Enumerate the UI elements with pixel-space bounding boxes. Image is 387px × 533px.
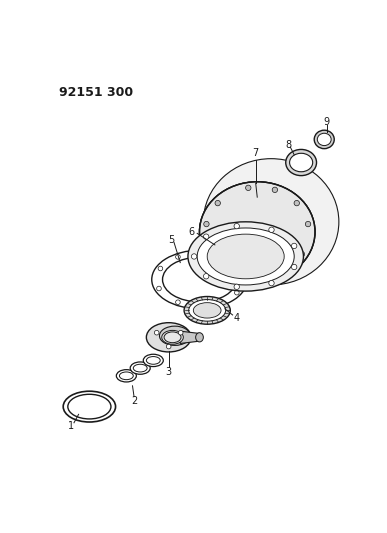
Circle shape bbox=[255, 274, 260, 279]
Text: 6: 6 bbox=[189, 227, 195, 237]
Circle shape bbox=[236, 266, 241, 271]
Ellipse shape bbox=[159, 326, 190, 345]
Ellipse shape bbox=[133, 364, 147, 372]
Text: 8: 8 bbox=[285, 140, 291, 150]
Text: 9: 9 bbox=[324, 117, 330, 127]
Ellipse shape bbox=[163, 257, 236, 302]
Circle shape bbox=[215, 200, 221, 206]
Ellipse shape bbox=[189, 300, 226, 321]
Ellipse shape bbox=[317, 133, 331, 146]
Circle shape bbox=[291, 243, 297, 248]
Circle shape bbox=[192, 254, 197, 259]
Circle shape bbox=[176, 255, 180, 259]
Circle shape bbox=[291, 264, 297, 270]
Circle shape bbox=[204, 273, 209, 279]
Ellipse shape bbox=[146, 322, 191, 352]
Circle shape bbox=[305, 221, 311, 227]
Circle shape bbox=[299, 252, 305, 257]
Ellipse shape bbox=[207, 234, 284, 279]
Circle shape bbox=[294, 200, 300, 206]
Ellipse shape bbox=[203, 159, 339, 285]
Circle shape bbox=[154, 330, 159, 335]
Circle shape bbox=[269, 227, 274, 232]
Text: 2: 2 bbox=[131, 396, 137, 406]
Ellipse shape bbox=[63, 391, 116, 422]
Text: 4: 4 bbox=[233, 313, 240, 323]
Ellipse shape bbox=[286, 149, 317, 175]
Ellipse shape bbox=[152, 251, 247, 309]
Circle shape bbox=[280, 268, 286, 273]
Ellipse shape bbox=[197, 228, 294, 285]
Ellipse shape bbox=[199, 182, 315, 282]
Ellipse shape bbox=[246, 229, 261, 242]
Circle shape bbox=[176, 300, 180, 304]
Circle shape bbox=[269, 280, 274, 286]
Ellipse shape bbox=[164, 332, 181, 343]
Ellipse shape bbox=[143, 354, 163, 367]
Ellipse shape bbox=[68, 394, 111, 419]
Text: 7: 7 bbox=[253, 148, 259, 158]
Circle shape bbox=[246, 185, 251, 190]
Ellipse shape bbox=[289, 154, 313, 172]
Ellipse shape bbox=[162, 330, 183, 344]
Circle shape bbox=[158, 266, 163, 271]
Ellipse shape bbox=[116, 370, 136, 382]
Circle shape bbox=[204, 221, 209, 227]
Ellipse shape bbox=[242, 225, 265, 246]
Ellipse shape bbox=[120, 372, 133, 379]
Circle shape bbox=[178, 330, 183, 335]
Circle shape bbox=[221, 263, 227, 269]
Circle shape bbox=[157, 286, 161, 291]
Text: 5: 5 bbox=[168, 235, 174, 245]
Circle shape bbox=[272, 187, 277, 192]
Circle shape bbox=[208, 252, 213, 256]
Polygon shape bbox=[180, 331, 199, 343]
Ellipse shape bbox=[146, 357, 160, 364]
Circle shape bbox=[204, 234, 209, 239]
Ellipse shape bbox=[194, 303, 221, 318]
Ellipse shape bbox=[184, 296, 230, 324]
Ellipse shape bbox=[196, 333, 203, 342]
Circle shape bbox=[212, 302, 217, 306]
Ellipse shape bbox=[314, 130, 334, 149]
Circle shape bbox=[234, 223, 240, 229]
Circle shape bbox=[235, 290, 239, 295]
Circle shape bbox=[206, 245, 211, 250]
Text: 92151 300: 92151 300 bbox=[58, 85, 133, 99]
Circle shape bbox=[234, 284, 240, 289]
Ellipse shape bbox=[188, 222, 303, 291]
Ellipse shape bbox=[130, 362, 150, 374]
Text: 3: 3 bbox=[166, 367, 172, 377]
Text: 1: 1 bbox=[68, 421, 74, 431]
Circle shape bbox=[166, 344, 171, 349]
